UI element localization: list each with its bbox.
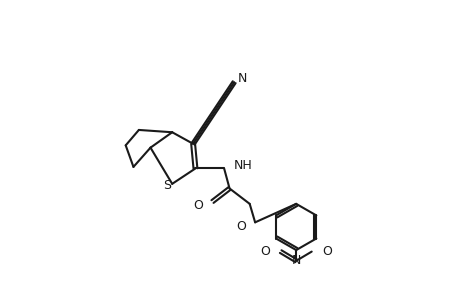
Text: O: O [321,245,331,258]
Text: O: O [193,199,203,212]
Text: O: O [260,245,270,258]
Text: O: O [235,220,245,233]
Text: NH: NH [234,159,252,172]
Text: N: N [291,254,300,267]
Text: N: N [237,72,246,85]
Text: S: S [162,179,170,192]
